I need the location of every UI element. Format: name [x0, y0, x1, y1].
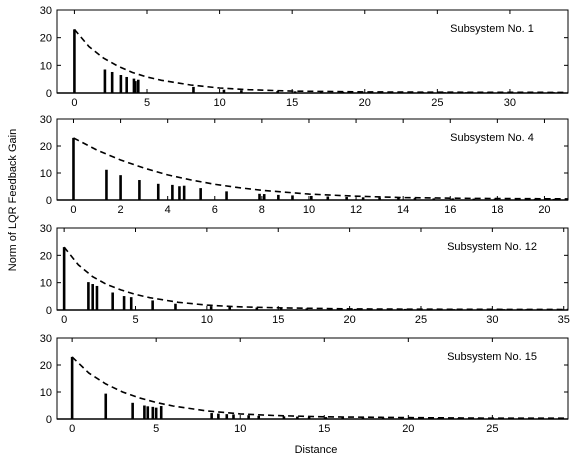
- x-tick-label: 14: [397, 204, 409, 216]
- chart-panel-3: 0 10 20 30 0 5 10 15 20 25 30 35 Subsystem No. 12: [40, 223, 570, 326]
- y-tick-label: 20: [40, 360, 52, 372]
- panel-title: Subsystem No. 15: [447, 351, 537, 363]
- y-tick-label: 30: [40, 114, 52, 126]
- y-tick-label: 30: [40, 333, 52, 345]
- x-tick-label: 30: [504, 97, 516, 109]
- x-tick-label: 18: [491, 204, 503, 216]
- y-tick-label: 20: [40, 33, 52, 45]
- x-tick-label: 10: [303, 204, 315, 216]
- panel-title: Subsystem No. 4: [450, 132, 534, 144]
- x-tick-label: 0: [69, 423, 75, 435]
- y-tick-label: 20: [40, 250, 52, 262]
- x-tick-label: 20: [343, 314, 355, 326]
- y-tick-label: 10: [40, 168, 52, 180]
- chart-panel-2: 0 10 20 30 0 2 4 6 8 10 12 14 16 18 20 Subsystem No. 4: [40, 114, 569, 216]
- y-tick-label: 10: [40, 278, 52, 290]
- chart-panel-4: 0 10 20 30 0 5 10 15 20 25 Subsystem No. 15: [40, 333, 569, 435]
- x-tick-label: 25: [486, 423, 498, 435]
- x-tick-label: 15: [272, 314, 284, 326]
- x-tick-label: 12: [350, 204, 362, 216]
- x-tick-label: 15: [318, 423, 330, 435]
- x-tick-label: 25: [431, 97, 443, 109]
- x-tick-label: 30: [486, 314, 498, 326]
- x-tick-label: 0: [70, 204, 76, 216]
- y-tick-label: 0: [46, 305, 52, 317]
- y-tick-label: 30: [40, 223, 52, 235]
- y-tick-label: 10: [40, 60, 52, 72]
- panel-title: Subsystem No. 12: [447, 241, 537, 253]
- envelope-curve: [63, 246, 569, 311]
- y-tick-label: 0: [46, 88, 52, 100]
- y-axis-label: Norm of LQR Feedback Gain: [7, 129, 19, 271]
- envelope-curve: [73, 28, 569, 94]
- y-tick-label: 0: [46, 414, 52, 426]
- x-tick-label: 2: [118, 204, 124, 216]
- x-tick-label: 10: [201, 314, 213, 326]
- chart-panel-1: 0 10 20 30 0 5 10 15 20 25 30 Subsystem No. 1: [40, 5, 569, 109]
- x-tick-label: 6: [212, 204, 218, 216]
- y-tick-label: 30: [40, 5, 52, 17]
- x-tick-label: 8: [259, 204, 265, 216]
- envelope-curve: [73, 137, 569, 200]
- x-tick-label: 20: [402, 423, 414, 435]
- x-tick-label: 25: [415, 314, 427, 326]
- x-tick-label: 20: [359, 97, 371, 109]
- panel-title: Subsystem No. 1: [450, 23, 534, 35]
- x-tick-label: 5: [132, 314, 138, 326]
- x-tick-label: 15: [286, 97, 298, 109]
- x-tick-label: 5: [153, 423, 159, 435]
- x-tick-label: 0: [61, 314, 67, 326]
- x-tick-label: 10: [213, 97, 225, 109]
- x-tick-label: 4: [165, 204, 171, 216]
- x-tick-label: 0: [71, 97, 77, 109]
- y-tick-label: 0: [46, 195, 52, 207]
- y-tick-label: 20: [40, 141, 52, 153]
- x-tick-label: 10: [234, 423, 246, 435]
- x-tick-label: 20: [538, 204, 550, 216]
- y-tick-label: 10: [40, 387, 52, 399]
- x-tick-label: 16: [444, 204, 456, 216]
- x-axis-label: Distance: [295, 444, 338, 456]
- x-tick-label: 35: [558, 314, 570, 326]
- envelope-curve: [71, 356, 568, 419]
- x-tick-label: 5: [144, 97, 150, 109]
